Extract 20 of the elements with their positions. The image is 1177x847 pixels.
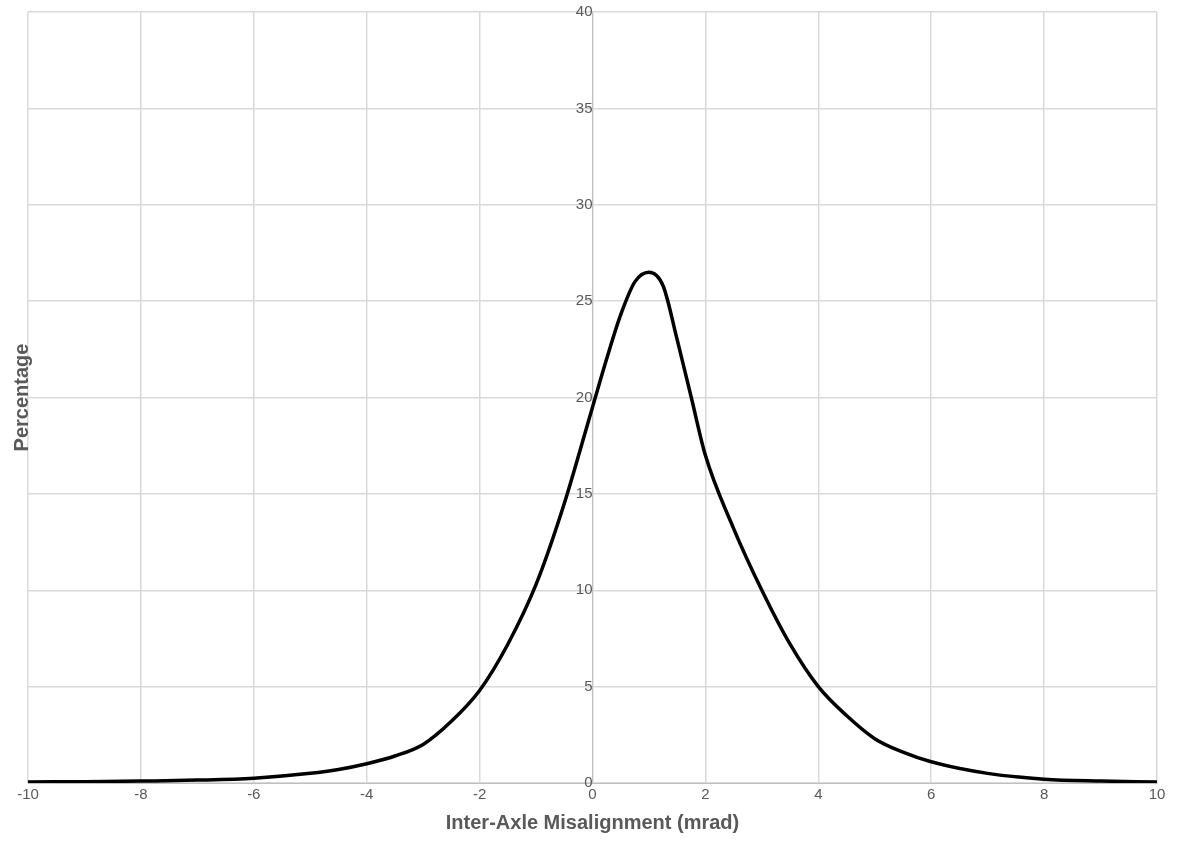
y-tick-label: 5 bbox=[584, 676, 593, 694]
x-tick-label: -2 bbox=[472, 785, 487, 803]
x-tick-label: 10 bbox=[1148, 785, 1166, 803]
x-tick-label: 6 bbox=[927, 785, 936, 803]
x-tick-label: -8 bbox=[134, 785, 148, 803]
y-tick-label: 35 bbox=[575, 98, 593, 116]
y-tick-label: 25 bbox=[575, 291, 593, 309]
y-tick-label: 15 bbox=[575, 484, 593, 502]
y-tick-label: 40 bbox=[575, 2, 593, 20]
x-tick-label: 2 bbox=[701, 785, 710, 803]
y-tick-label: 30 bbox=[575, 194, 593, 212]
x-axis-title: Inter-Axle Misalignment (mrad) bbox=[445, 810, 740, 833]
x-tick-label: 4 bbox=[814, 785, 823, 803]
x-tick-label: -4 bbox=[360, 785, 374, 803]
y-axis-title: Percentage bbox=[9, 343, 32, 452]
y-tick-label: 10 bbox=[575, 580, 593, 598]
x-tick-label: -6 bbox=[247, 785, 261, 803]
x-tick-label: -10 bbox=[17, 785, 39, 803]
x-tick-label: 8 bbox=[1039, 785, 1049, 803]
y-tick-label: 20 bbox=[575, 387, 593, 405]
